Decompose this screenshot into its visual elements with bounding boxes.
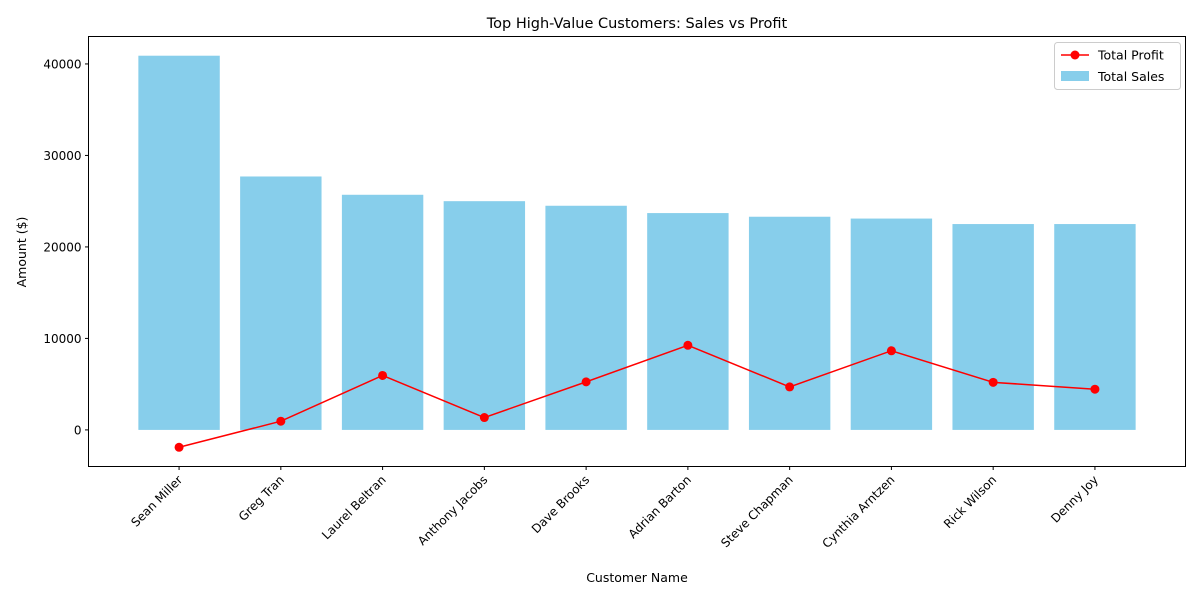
x-tick-label: Denny Joy: [1048, 473, 1101, 526]
sales-bar: [952, 224, 1034, 430]
x-tick-label: Greg Tran: [236, 473, 287, 524]
x-tick-label: Anthony Jacobs: [415, 473, 490, 548]
profit-point: [174, 442, 184, 452]
x-axis: Sean Miller Greg Tran Laurel Beltran Anthon…: [128, 466, 1101, 551]
y-tick-label: 10000: [43, 332, 81, 346]
legend-profit-label: Total Profit: [1097, 48, 1164, 63]
legend-sales-swatch: [1061, 71, 1089, 81]
profit-point: [683, 340, 693, 350]
sales-bar: [138, 55, 220, 430]
profit-point: [378, 370, 388, 380]
y-tick-label: 20000: [43, 240, 81, 254]
profit-point: [479, 413, 489, 423]
sales-bar: [240, 176, 322, 430]
legend: Total Profit Total Sales: [1054, 42, 1181, 90]
profit-point: [1090, 384, 1100, 394]
x-tick-label: Cynthia Arntzen: [819, 473, 897, 551]
y-tick-label: 30000: [43, 149, 81, 163]
x-tick-label: Sean Miller: [128, 473, 185, 530]
sales-bar: [748, 216, 831, 430]
x-tick-label: Steve Chapman: [718, 473, 796, 551]
y-tick-label: 0: [74, 423, 82, 437]
x-tick-label: Rick Wilson: [941, 473, 999, 531]
profit-point: [988, 377, 998, 387]
sales-bar: [1054, 224, 1136, 430]
sales-bar: [443, 201, 526, 430]
x-tick-label: Adrian Barton: [626, 473, 694, 541]
legend-sales-label: Total Sales: [1097, 69, 1164, 84]
legend-profit-marker: [1070, 50, 1080, 60]
x-tick-label: Dave Brooks: [529, 473, 592, 536]
x-axis-label: Customer Name: [586, 570, 688, 585]
sales-bar: [647, 213, 729, 430]
profit-point: [276, 416, 286, 426]
profit-point: [886, 346, 896, 356]
plot-frame: [88, 36, 1186, 467]
sales-bar: [341, 194, 424, 430]
profit-line: [178, 344, 1095, 449]
sales-bar: [545, 205, 627, 430]
sales-bar: [850, 218, 933, 430]
y-tick-label: 40000: [43, 57, 81, 71]
profit-point: [581, 377, 591, 387]
chart-title: Top High-Value Customers: Sales vs Profi…: [486, 16, 788, 32]
y-axis: 0 10000 20000 30000 40000: [43, 57, 89, 437]
plot-area: [138, 55, 1136, 452]
y-axis-label: Amount ($): [14, 217, 29, 288]
x-tick-label: Laurel Beltran: [319, 473, 389, 543]
profit-point: [785, 382, 795, 392]
